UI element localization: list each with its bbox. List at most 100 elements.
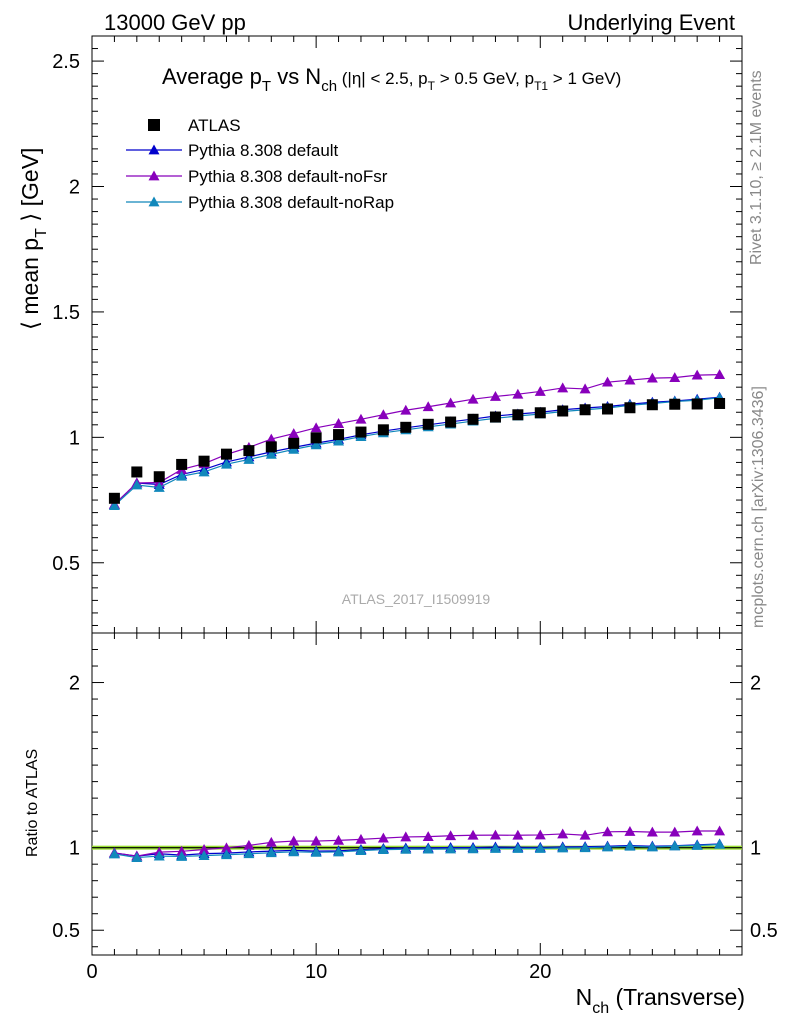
ratio-point-2 xyxy=(310,846,322,857)
series-point-2 xyxy=(422,401,434,412)
series-line-1 xyxy=(114,396,720,505)
atlas-data-point xyxy=(512,409,524,421)
series-point-2 xyxy=(534,385,546,396)
atlas-data-point xyxy=(422,418,434,430)
atlas-data-point xyxy=(691,398,703,410)
header-right: Underlying Event xyxy=(567,10,735,35)
series-point-2 xyxy=(669,372,681,383)
atlas-data-point xyxy=(646,399,658,411)
ratio-point-1 xyxy=(288,835,300,846)
atlas-data-point xyxy=(624,402,636,414)
series-point-3 xyxy=(131,479,143,490)
legend-marker-atlas xyxy=(148,119,160,131)
y-tick-label: 1 xyxy=(69,427,80,449)
legend-label: Pythia 8.308 default-noRap xyxy=(188,193,394,212)
ratio-point-2 xyxy=(579,842,591,853)
ratio-point-1 xyxy=(691,825,703,836)
header-left: 13000 GeV pp xyxy=(104,10,246,35)
ratio-point-1 xyxy=(220,842,232,853)
ratio-point-2 xyxy=(534,842,546,853)
ratio-point-2 xyxy=(198,850,210,860)
atlas-data-point xyxy=(557,405,569,417)
ratio-line-1 xyxy=(114,830,720,857)
ratio-point-2 xyxy=(108,848,120,859)
series-point-3 xyxy=(310,439,322,450)
ratio-frame xyxy=(91,632,743,956)
ratio-point-1 xyxy=(602,826,614,837)
axis-ticks: 0 10 20 0.5 1 1.5 2 2.5 0.5 0.5 1 1 2 2 xyxy=(52,35,778,983)
ratio-point-2 xyxy=(220,849,232,860)
series-line-2 xyxy=(114,374,720,505)
ratio-point-1 xyxy=(512,829,524,840)
ratio-y-tick-label-right: 0.5 xyxy=(750,920,778,942)
ratio-point-2 xyxy=(557,842,569,853)
atlas-data-point xyxy=(602,403,614,415)
atlas-data-point xyxy=(243,445,255,457)
ratio-point-2 xyxy=(153,850,165,861)
ratio-point-1 xyxy=(333,834,345,845)
ratio-series-layer xyxy=(108,825,726,862)
analysis-id: ATLAS_2017_I1509919 xyxy=(342,591,491,607)
legend-label: Pythia 8.308 default-noFsr xyxy=(188,167,388,186)
atlas-data-point xyxy=(220,448,232,460)
ratio-point-2 xyxy=(400,843,412,854)
series-point-2 xyxy=(377,409,389,420)
series-point-2 xyxy=(355,413,367,424)
ratio-y-tick-label: 0.5 xyxy=(52,920,80,942)
series-line-3 xyxy=(114,397,720,507)
atlas-data-point xyxy=(333,429,345,441)
ratio-point-2 xyxy=(176,850,188,861)
ratio-point-1 xyxy=(355,833,367,844)
ratio-point-2 xyxy=(467,843,479,854)
ratio-point-2 xyxy=(333,846,345,857)
atlas-data-point xyxy=(534,407,546,419)
series-point-2 xyxy=(288,428,300,438)
legend: ATLAS Pythia 8.308 default Pythia 8.308 de… xyxy=(126,116,394,212)
ratio-point-2 xyxy=(691,840,703,850)
atlas-data-point xyxy=(176,458,188,470)
mcplots-label: mcplots.cern.ch [arXiv:1306.3436] xyxy=(750,386,767,628)
y-tick-label: 2.5 xyxy=(52,51,80,73)
atlas-data-point xyxy=(198,455,210,467)
atlas-data-point xyxy=(377,424,389,436)
ratio-y-tick-label-right: 1 xyxy=(750,838,761,860)
ratio-point-2 xyxy=(489,842,501,853)
ratio-point-1 xyxy=(422,831,434,842)
atlas-data-point xyxy=(288,437,300,449)
series-point-2 xyxy=(624,374,636,385)
atlas-data-point xyxy=(108,492,120,504)
main-y-axis-label: ⟨ mean pT ⟩ [GeV] xyxy=(17,148,50,330)
series-point-2 xyxy=(557,382,569,393)
ratio-point-1 xyxy=(265,836,277,847)
ratio-point-2 xyxy=(377,844,389,855)
ratio-y-tick-label-right: 2 xyxy=(750,673,761,695)
series-point-2 xyxy=(310,422,322,433)
ratio-point-1 xyxy=(489,829,501,840)
legend-marker xyxy=(148,196,160,207)
plot-title: Average pT vs Nch (|η| < 2.5, pT > 0.5 G… xyxy=(162,64,621,95)
series-point-2 xyxy=(333,418,345,428)
legend-label: ATLAS xyxy=(188,116,241,135)
ratio-point-1 xyxy=(400,831,412,842)
atlas-data-point xyxy=(153,471,165,483)
x-axis-label: Nch (Transverse) xyxy=(576,984,745,1017)
series-point-2 xyxy=(400,404,412,415)
ratio-point-1 xyxy=(467,829,479,840)
series-point-2 xyxy=(467,393,479,404)
ratio-point-1 xyxy=(445,830,457,841)
series-point-3 xyxy=(108,500,120,510)
ratio-point-2 xyxy=(646,841,658,852)
y-tick-label: 1.5 xyxy=(52,302,80,324)
y-tick-label: 0.5 xyxy=(52,553,80,575)
series-point-2 xyxy=(714,369,726,380)
atlas-data-point xyxy=(467,413,479,425)
legend-label: Pythia 8.308 default xyxy=(188,141,339,160)
atlas-data-point xyxy=(265,441,277,453)
ratio-line-0 xyxy=(114,843,720,857)
series-point-3 xyxy=(265,448,277,459)
series-point-2 xyxy=(489,390,501,401)
ratio-point-2 xyxy=(669,840,681,851)
atlas-data-point xyxy=(669,398,681,410)
series-point-3 xyxy=(333,435,345,446)
